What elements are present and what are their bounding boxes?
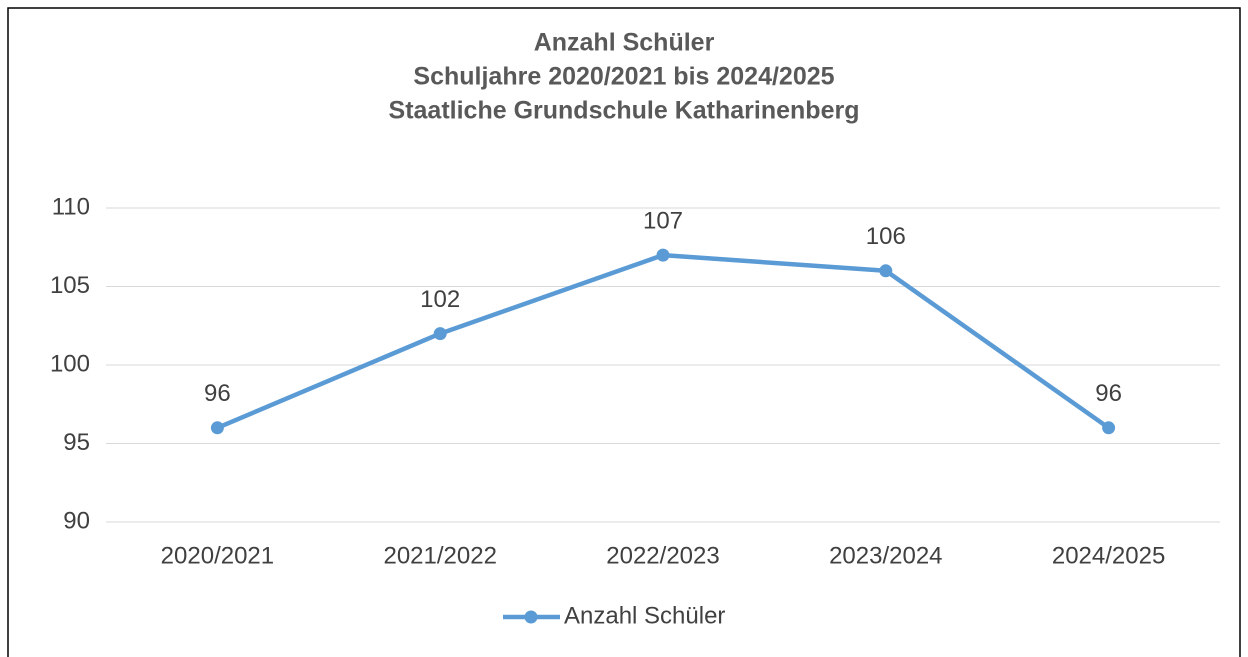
- data-point: [879, 264, 893, 278]
- y-tick-label: 95: [63, 429, 90, 456]
- y-tick-label: 100: [50, 350, 90, 377]
- data-point: [433, 327, 447, 341]
- x-tick-label: 2022/2023: [606, 542, 719, 569]
- y-tick-label: 90: [63, 507, 90, 534]
- data-point: [656, 248, 670, 262]
- chart-title: Anzahl Schüler: [534, 29, 715, 57]
- data-label: 96: [1095, 380, 1122, 407]
- data-label: 102: [420, 286, 460, 313]
- chart-title: Schuljahre 2020/2021 bis 2024/2025: [413, 63, 834, 91]
- data-point: [1102, 421, 1116, 435]
- data-label: 106: [866, 223, 906, 250]
- x-tick-label: 2020/2021: [161, 542, 274, 569]
- chart-frame: [7, 7, 1241, 657]
- y-tick-label: 105: [50, 272, 90, 299]
- x-tick-label: 2023/2024: [829, 542, 942, 569]
- x-tick-label: 2021/2022: [383, 542, 496, 569]
- chart-title: Staatliche Grundschule Katharinenberg: [389, 97, 860, 125]
- legend-label: Anzahl Schüler: [564, 602, 725, 629]
- y-tick-label: 110: [52, 193, 90, 220]
- data-label: 107: [643, 207, 683, 234]
- x-tick-label: 2024/2025: [1052, 542, 1165, 569]
- data-point: [210, 421, 224, 435]
- data-label: 96: [204, 380, 231, 407]
- legend-marker: [524, 610, 538, 624]
